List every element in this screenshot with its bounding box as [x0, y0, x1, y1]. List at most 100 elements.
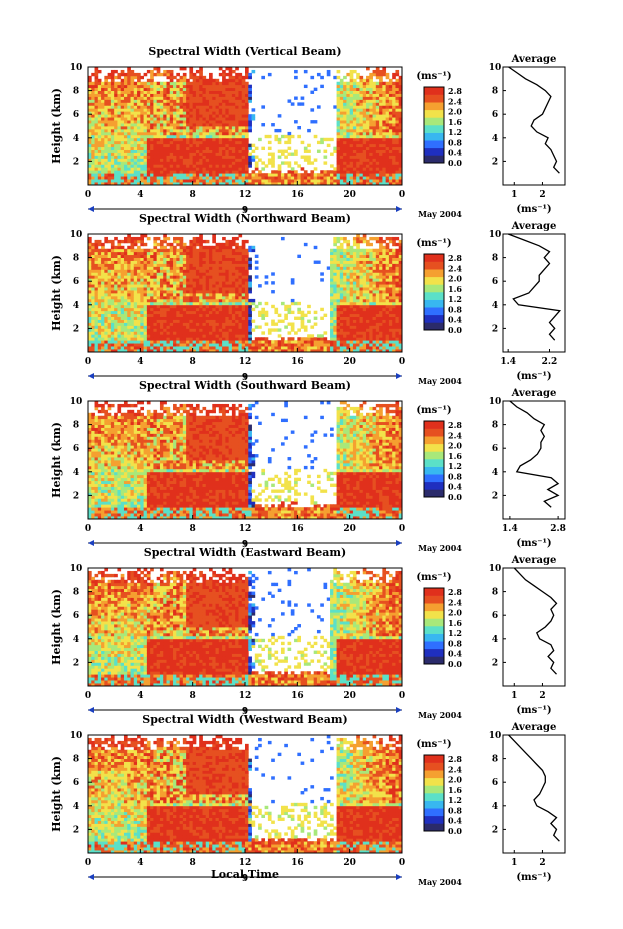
heatmap-cell — [245, 319, 249, 323]
heatmap-cell — [235, 269, 239, 273]
heatmap-cell — [222, 131, 226, 136]
heatmap-cell — [156, 337, 161, 341]
heatmap-cell — [163, 251, 167, 256]
heatmap-cell — [307, 173, 311, 177]
heatmap-cell — [163, 298, 167, 303]
heatmap-cell — [186, 90, 190, 94]
heatmap-cell — [294, 343, 298, 347]
heatmap-cell — [195, 90, 200, 94]
heatmap-cell — [143, 272, 148, 276]
heatmap-cell — [88, 281, 92, 285]
heatmap-cell — [159, 334, 164, 338]
heatmap-cell — [369, 137, 373, 142]
heatmap-cell — [182, 123, 187, 127]
heatmap-cell — [352, 173, 357, 177]
heatmap-cell — [114, 254, 118, 258]
heatmap-cell — [153, 149, 158, 153]
heatmap-cell — [150, 111, 154, 115]
heatmap-cell — [228, 322, 233, 326]
heatmap-cell — [215, 293, 220, 297]
heatmap-cell — [156, 290, 161, 294]
heatmap-cell — [222, 316, 226, 320]
heatmap-cell — [163, 161, 167, 165]
heatmap-cell — [163, 99, 167, 103]
heatmap-cell — [163, 155, 167, 159]
heatmap-cell — [123, 304, 128, 309]
heatmap-cell — [123, 102, 128, 106]
heatmap-cell — [169, 84, 174, 89]
heatmap-cell — [195, 155, 200, 159]
heatmap-cell — [189, 239, 194, 244]
heatmap-cell — [346, 120, 351, 124]
heatmap-cell — [228, 164, 233, 168]
heatmap-cell — [212, 105, 216, 109]
heatmap-cell — [362, 99, 367, 103]
heatmap-cell — [156, 167, 161, 171]
heatmap-cell — [186, 78, 190, 83]
heatmap-cell — [94, 310, 99, 315]
heatmap-cell — [287, 179, 292, 183]
heatmap-cell — [97, 90, 102, 94]
heatmap-cell — [215, 105, 220, 109]
heatmap-cell — [179, 343, 184, 347]
heatmap-cell — [120, 322, 125, 326]
heatmap-cell — [123, 337, 128, 341]
heatmap-cell — [372, 152, 377, 156]
heatmap-cell — [356, 99, 360, 103]
heatmap-cell — [173, 346, 177, 350]
heatmap-cell — [153, 128, 158, 133]
heatmap-cell — [88, 140, 92, 145]
heatmap-cell — [287, 304, 292, 309]
heatmap-cell — [104, 248, 109, 253]
heatmap-cell — [202, 295, 207, 300]
heatmap-cell — [137, 164, 141, 168]
heatmap-cell — [143, 337, 148, 341]
heatmap-cell — [349, 69, 354, 74]
heatmap-cell — [205, 245, 210, 250]
heatmap-cell — [362, 167, 367, 171]
heatmap-cell — [182, 155, 187, 159]
heatmap-cell — [372, 140, 377, 145]
heatmap-cell — [392, 134, 396, 139]
heatmap-cell — [189, 176, 194, 180]
heatmap-cell — [199, 284, 203, 288]
heatmap-cell — [343, 114, 347, 118]
heatmap-cell — [189, 152, 194, 156]
heatmap-cell — [202, 340, 207, 344]
heatmap-cell — [120, 143, 125, 148]
heatmap-cell — [166, 84, 171, 89]
heatmap-cell — [186, 245, 190, 250]
heatmap-cell — [231, 108, 236, 112]
heatmap-cell — [235, 254, 239, 258]
heatmap-cell — [330, 170, 334, 174]
heatmap-cell — [169, 307, 174, 312]
heatmap-cell — [150, 346, 154, 350]
heatmap-cell — [143, 251, 148, 256]
heatmap-cell — [127, 322, 131, 326]
heatmap-cell — [107, 284, 112, 288]
heatmap-cell — [182, 331, 187, 335]
heatmap-cell — [189, 182, 194, 186]
heatmap-cell — [146, 316, 151, 320]
heatmap-cell — [146, 263, 151, 267]
heatmap-cell — [222, 176, 226, 180]
heatmap-cell — [248, 290, 252, 294]
heatmap-cell — [189, 111, 194, 115]
heatmap-cell — [218, 182, 223, 186]
heatmap-cell — [117, 134, 122, 139]
heatmap-cell — [388, 93, 393, 97]
heatmap-cell — [130, 254, 135, 258]
heatmap-cell — [392, 87, 396, 91]
heatmap-cell — [392, 128, 396, 133]
heatmap-cell — [297, 337, 302, 341]
heatmap-cell — [245, 87, 249, 91]
heatmap-cell — [294, 173, 298, 177]
heatmap-cell — [215, 78, 220, 83]
heatmap-cell — [166, 349, 171, 353]
heatmap-cell — [333, 179, 337, 183]
heatmap-cell — [140, 242, 145, 247]
heatmap-cell — [238, 322, 243, 326]
heatmap-cell — [199, 310, 203, 315]
heatmap-cell — [202, 343, 207, 347]
heatmap-cell — [235, 143, 239, 148]
